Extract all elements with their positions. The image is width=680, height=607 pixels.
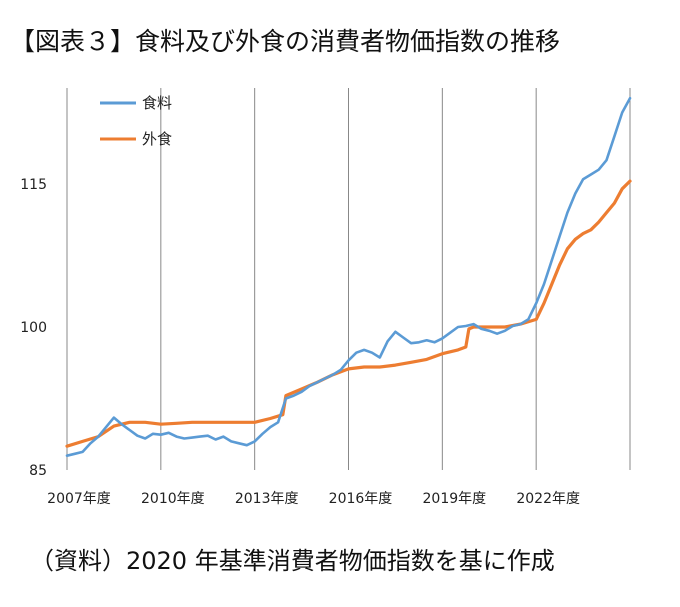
y-tick-label: 115 <box>20 177 47 193</box>
x-tick-label: 2013年度 <box>235 491 299 507</box>
legend-label-dining-out: 外食 <box>142 130 172 148</box>
series-layer <box>65 96 632 457</box>
vertical-grid <box>66 88 631 470</box>
series-line-food <box>65 96 632 457</box>
legend-label-food: 食料 <box>142 94 172 112</box>
x-tick-label: 2007年度 <box>47 491 111 507</box>
x-tick-label: 2016年度 <box>329 491 393 507</box>
x-tick-label: 2019年度 <box>423 491 487 507</box>
y-tick-label: 85 <box>29 463 47 479</box>
x-axis-ticks: 2007年度 2010年度 2013年度 2016年度 2019年度 2022年度 <box>47 491 580 507</box>
x-tick-label: 2022年度 <box>516 491 580 507</box>
y-axis-ticks: 85 100 115 <box>20 177 47 479</box>
source-note: （資料）2020 年基準消費者物価指数を基に作成 <box>30 547 555 575</box>
chart-title: 【図表３】食料及び外食の消費者物価指数の推移 <box>10 27 561 56</box>
series-line-dining-out <box>65 179 632 448</box>
y-tick-label: 100 <box>20 320 47 336</box>
x-tick-label: 2010年度 <box>141 491 205 507</box>
